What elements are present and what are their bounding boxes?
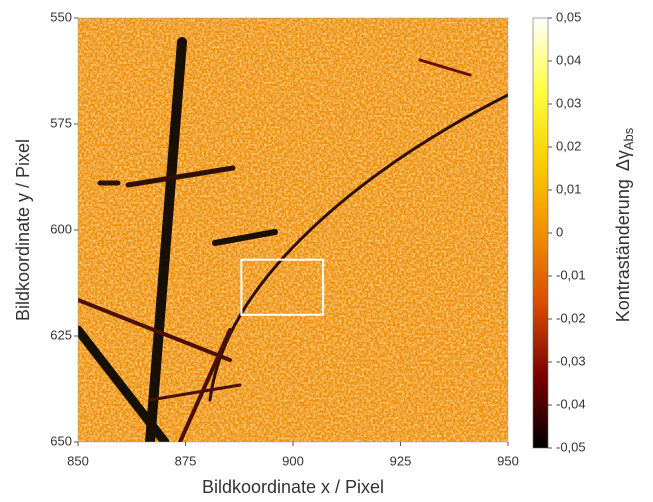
colorbar-tick-label: 0,03 <box>556 95 581 110</box>
streak <box>178 328 232 442</box>
x-tick-label: 950 <box>497 453 519 468</box>
x-tick-label: 875 <box>175 453 197 468</box>
y-tick-label: 650 <box>50 433 72 448</box>
y-tick-label: 575 <box>50 115 72 130</box>
y-tick-label: 600 <box>50 221 72 236</box>
colorbar-title: Kontraständerung ΔγAbs <box>613 127 637 322</box>
streak <box>148 383 242 402</box>
colorbar-tick-label: -0,04 <box>556 396 586 411</box>
colorbar-tick-label: -0,03 <box>556 353 586 368</box>
colorbar-tick-label: -0,02 <box>556 310 586 325</box>
streaks <box>78 37 508 442</box>
colorbar-tick-label: -0,05 <box>556 439 586 454</box>
streak <box>125 165 236 188</box>
streak <box>212 229 278 246</box>
y-tick-label: 625 <box>50 327 72 342</box>
colorbar-symbol: Δγ <box>613 150 633 171</box>
x-axis-title: Bildkoordinate x / Pixel <box>202 477 384 497</box>
colorbar-tick-label: 0,02 <box>556 138 581 153</box>
x-tick-label: 925 <box>390 453 412 468</box>
colorbar-label: Kontraständerung <box>613 179 633 322</box>
heatmap <box>78 18 508 442</box>
heatmap-image <box>78 18 508 442</box>
streak <box>145 37 187 442</box>
x-tick-label: 900 <box>282 453 304 468</box>
colorbar-tick-label: 0 <box>556 224 563 239</box>
streak <box>78 325 170 442</box>
streak <box>418 58 472 77</box>
y-tick-label: 550 <box>50 9 72 24</box>
x-tick-label: 850 <box>67 453 89 468</box>
colorbar-subscript: Abs <box>621 127 636 150</box>
colorbar-tick-label: 0,04 <box>556 52 581 67</box>
streak <box>78 298 232 362</box>
y-axis-title: Bildkoordinate y / Pixel <box>13 139 33 321</box>
colorbar <box>532 17 549 449</box>
highlight-box <box>240 258 325 316</box>
colorbar-tick-label: 0,05 <box>556 9 581 24</box>
colorbar-tick-label: -0,01 <box>556 267 586 282</box>
colorbar-tick-label: 0,01 <box>556 181 581 196</box>
